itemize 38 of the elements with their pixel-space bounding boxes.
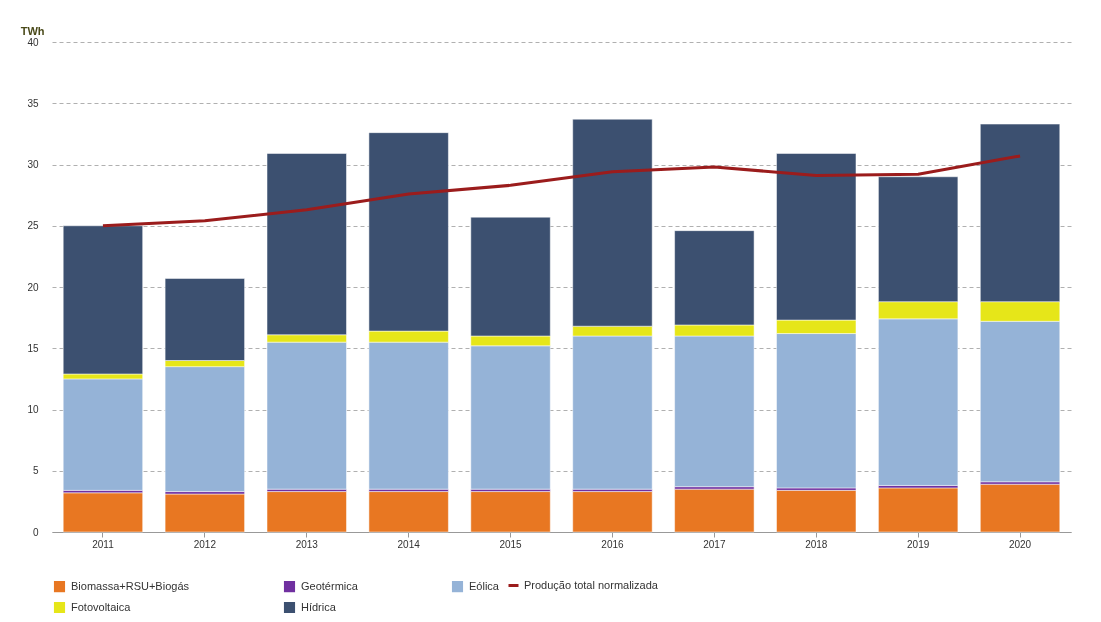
bar [164,493,245,533]
bar [470,491,551,533]
legend-label: Produção total normalizada [524,578,659,591]
bar [572,491,653,533]
y-tick-label: 5 [32,465,39,477]
x-tick-label: 2013 [295,538,319,550]
bar [674,488,755,533]
bar [878,487,959,533]
x-tick-label: 2012 [193,538,217,550]
legend-label: Geotérmica [301,579,359,592]
y-tick-label: 15 [27,342,39,354]
bar [62,492,143,533]
y-tick-label: 0 [32,526,39,538]
y-axis-title: TWh [20,24,45,37]
legend-label: Eólica [469,579,500,592]
y-tick-label: 35 [27,97,39,109]
x-tick-label: 2018 [805,538,828,550]
x-tick-label: 2011 [92,538,115,550]
y-tick-label: 25 [27,220,39,232]
line-series [101,154,1022,228]
bar [266,491,347,533]
x-tick-label: 2017 [703,538,726,550]
x-tick-label: 2020 [1008,538,1032,550]
y-tick-label: 30 [27,159,39,170]
y-tick-label: 40 [27,36,39,48]
x-tick-label: 2015 [499,538,523,550]
bar [62,378,143,491]
legend-label: Hídrica [301,600,337,613]
y-tick-label: 10 [27,404,39,415]
legend-label: Biomassa+RSU+Biogás [71,579,190,592]
bar [980,483,1061,533]
x-tick-label: 2019 [907,538,930,550]
legend-label: Fotovoltaica [71,600,132,613]
x-tick-label: 2016 [601,538,625,550]
x-tick-label: 2014 [397,538,421,550]
bar [368,491,449,533]
bar [776,490,857,533]
y-tick-label: 20 [27,281,39,293]
